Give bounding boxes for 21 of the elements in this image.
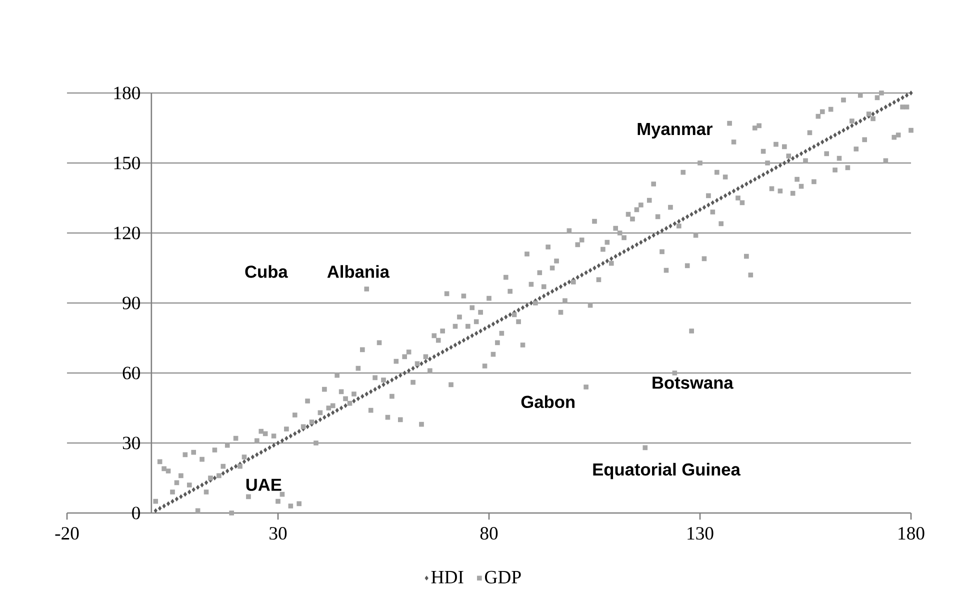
x-tick-label: 30 [270,527,287,540]
y-tick-label: 90 [122,296,140,310]
annotation: Gabon [521,395,574,408]
annotation: Botswana [652,376,734,389]
x-tick-label: 180 [898,527,924,540]
y-tick-label: 30 [122,436,140,450]
x-tick-label: 130 [688,527,714,540]
annotation: Myanmar [638,123,712,139]
x-tick-label: 80 [480,527,498,540]
y-tick-label: 180 [114,86,140,100]
y-tick-label: 0 [132,506,140,520]
y-tick-label: 150 [114,156,140,170]
legend-label: HDI [431,570,464,584]
annotation: Equatorial Guinea [593,462,741,480]
legend-label: GDP [484,570,521,584]
annotation: UAE [246,478,282,491]
annotation: Albania [327,265,390,278]
y-tick-label: 60 [122,366,140,380]
x-tick-label: -20 [55,527,79,540]
annotation: Cuba [245,265,288,278]
y-tick-label: 120 [114,226,140,240]
